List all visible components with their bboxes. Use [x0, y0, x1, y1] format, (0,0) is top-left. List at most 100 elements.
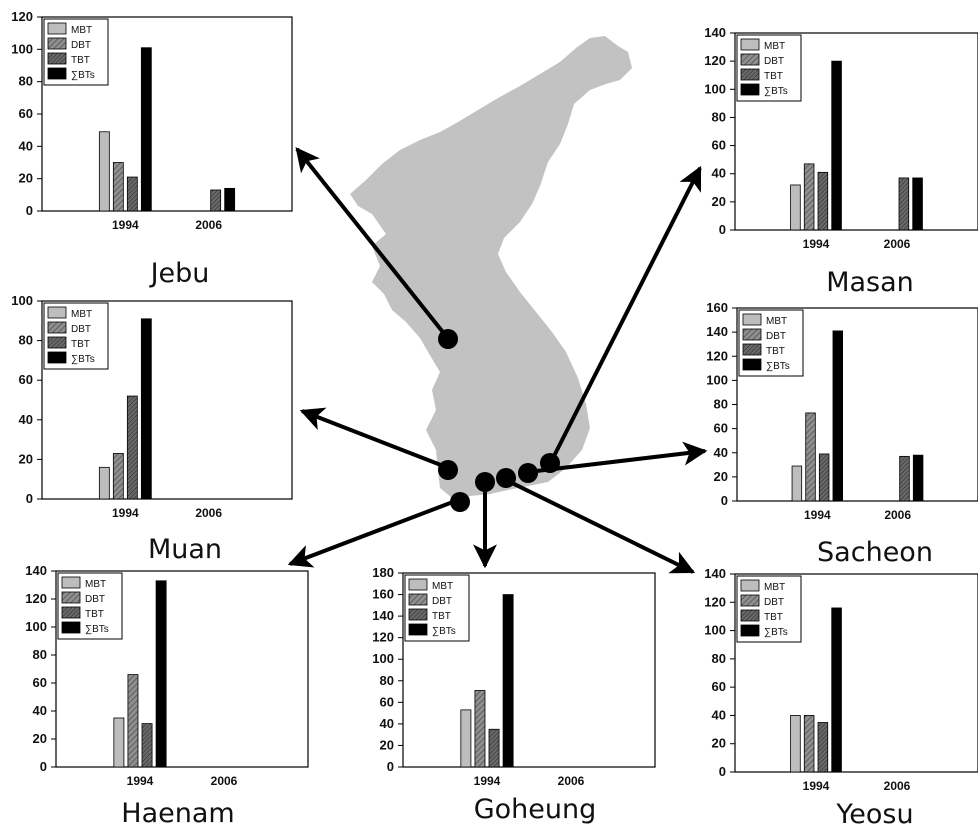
legend-label-mbt: MBT: [432, 581, 453, 592]
x-category-label: 1994: [112, 218, 139, 232]
y-tick-label: 100: [25, 619, 47, 634]
site-name-yeosu: Yeosu: [835, 799, 913, 828]
legend-label-tbt: TBT: [766, 346, 785, 357]
bar-masan-bts-2006: [912, 177, 923, 231]
x-category-label: 1994: [803, 779, 830, 793]
x-category-label: 2006: [884, 779, 911, 793]
connector-arrows: [287, 147, 708, 574]
legend-swatch-dbt: [47, 37, 67, 50]
chart-panels: 0 20 40 60 80 100 120 1994 2006 MBT DBT TBT ∑BTs Jebu…: [11, 9, 978, 828]
bar-yeosu-bts-1994: [831, 607, 842, 773]
legend-swatch-tbt: [740, 68, 760, 81]
y-tick-label: 80: [33, 647, 47, 662]
y-tick-label: 100: [11, 41, 33, 56]
legend-swatch-mbt: [740, 579, 760, 592]
y-tick-label: 60: [380, 694, 394, 709]
y-tick-label: 80: [380, 673, 394, 688]
y-tick-label: 0: [719, 222, 726, 237]
y-tick-label: 120: [704, 594, 726, 609]
y-tick-label: 100: [11, 293, 33, 308]
y-tick-label: 160: [706, 300, 728, 315]
site-name-muan: Muan: [148, 534, 222, 565]
arrow-to-haenam: [287, 498, 459, 568]
y-tick-label: 140: [706, 324, 728, 339]
y-tick-label: 20: [380, 737, 394, 752]
legend-label-dbt: DBT: [764, 597, 784, 608]
legend-swatch-dbt: [740, 53, 760, 66]
legend-swatch-tbt: [408, 608, 428, 621]
legend-swatch-dbt: [61, 591, 81, 604]
site-name-goheung: Goheung: [474, 794, 597, 825]
chart-jebu: 0 20 40 60 80 100 120 1994 2006 MBT DBT TBT ∑BTs Jebu: [11, 9, 293, 289]
y-tick-label: 0: [721, 493, 728, 508]
legend-label-dbt: DBT: [71, 40, 91, 51]
legend-swatch-dbt: [47, 321, 67, 334]
y-tick-label: 60: [19, 106, 33, 121]
legend-label-mbt: MBT: [766, 316, 787, 327]
legend-swatch-tbt: [742, 343, 762, 356]
y-tick-label: 40: [712, 707, 726, 722]
legend-swatch-tbt: [47, 336, 67, 349]
bar-sacheon-dbt-1994: [805, 412, 816, 502]
y-tick-label: 20: [714, 469, 728, 484]
y-tick-label: 60: [714, 421, 728, 436]
site-name-sacheon: Sacheon: [817, 537, 933, 568]
y-tick-label: 0: [387, 759, 394, 774]
y-tick-label: 160: [372, 587, 394, 602]
y-tick-label: 140: [372, 608, 394, 623]
legend-label-mbt: MBT: [764, 41, 785, 52]
legend-label-mbt: MBT: [85, 579, 106, 590]
y-tick-label: 0: [26, 203, 33, 218]
legend-label-mbt: MBT: [71, 25, 92, 36]
y-tick-label: 40: [712, 166, 726, 181]
y-tick-label: 100: [706, 372, 728, 387]
y-tick-label: 100: [704, 623, 726, 638]
bar-muan-tbt-1994: [126, 395, 138, 500]
chart-masan: 0 20 40 60 80 100 120 140 1994 2006 MBT DBT TBT ∑BTs M…: [704, 25, 978, 298]
y-tick-label: 180: [372, 565, 394, 580]
legend-label-bts: ∑BTs: [71, 354, 95, 365]
y-tick-label: 140: [704, 566, 726, 581]
legend-swatch-dbt: [742, 328, 762, 341]
bar-yeosu-mbt-1994: [790, 715, 801, 773]
bar-yeosu-tbt-1994: [817, 722, 829, 773]
bar-goheung-tbt-1994: [488, 728, 500, 768]
arrow-to-yeosu: [505, 478, 696, 574]
site-name-jebu: Jebu: [149, 258, 210, 289]
y-tick-label: 80: [714, 397, 728, 412]
chart-muan: 0 20 40 60 80 100 1994 2006 MBT DBT TBT ∑BTs Muan: [11, 293, 293, 565]
y-tick-label: 60: [33, 675, 47, 690]
legend-swatch-bts: [740, 624, 760, 637]
y-tick-label: 120: [706, 348, 728, 363]
legend-label-tbt: TBT: [85, 609, 104, 620]
legend-label-dbt: DBT: [764, 56, 784, 67]
y-tick-label: 80: [19, 74, 33, 89]
bar-muan-bts-1994: [140, 318, 152, 500]
x-category-label: 2006: [211, 774, 238, 788]
y-tick-label: 100: [704, 81, 726, 96]
arrow-to-masan: [550, 165, 702, 461]
legend-label-tbt: TBT: [71, 55, 90, 66]
bar-masan-bts-1994: [831, 60, 842, 231]
x-category-label: 1994: [127, 774, 154, 788]
legend-swatch-dbt: [740, 594, 760, 607]
legend-swatch-bts: [47, 351, 67, 364]
bar-jebu-dbt-1994: [112, 162, 124, 212]
x-category-label: 2006: [195, 218, 222, 232]
y-tick-label: 20: [19, 171, 33, 186]
legend-label-mbt: MBT: [71, 309, 92, 320]
bar-sacheon-mbt-1994: [791, 465, 803, 502]
y-tick-label: 80: [19, 333, 33, 348]
y-tick-label: 80: [712, 651, 726, 666]
legend-swatch-mbt: [47, 306, 67, 319]
y-tick-label: 0: [40, 759, 47, 774]
arrow-to-muan: [299, 407, 447, 469]
legend-swatch-mbt: [408, 578, 428, 591]
y-tick-label: 120: [704, 53, 726, 68]
y-tick-label: 140: [25, 563, 47, 578]
legend-label-dbt: DBT: [71, 324, 91, 335]
bar-masan-tbt-1994: [817, 171, 829, 231]
legend-swatch-bts: [61, 621, 81, 634]
y-tick-label: 20: [712, 194, 726, 209]
legend-label-dbt: DBT: [766, 331, 786, 342]
